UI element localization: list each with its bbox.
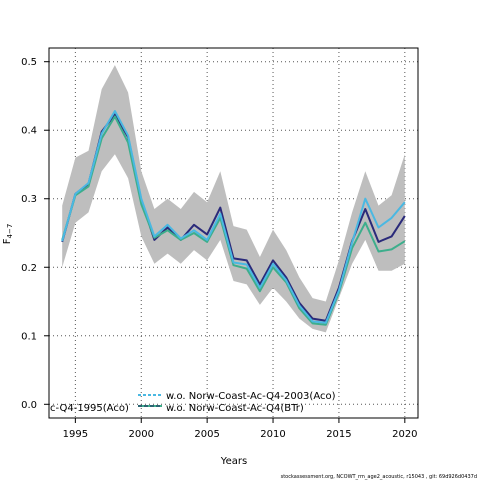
series-line-2 [61, 115, 406, 326]
x-tick-label: 2000 [129, 429, 154, 440]
y-axis-title: F4−7 [2, 224, 14, 245]
series-line-3 [61, 110, 406, 324]
legend: w.o. Norw-Coast-Ac-Q4-2003(Aco) c-Q4-1995… [50, 391, 336, 414]
legend-label-2: c-Q4-1995(Aco) [50, 403, 129, 414]
x-tick-label: 1995 [63, 429, 88, 440]
x-axis: 1995 2000 2005 2010 2015 2020 [63, 418, 418, 440]
y-axis-title-sub: 4−7 [6, 224, 14, 239]
y-tick-label: 0.0 [21, 400, 37, 411]
footer-text: stockassessment.org, NCOWT_rm_age2_acous… [281, 474, 477, 480]
y-tick-label: 0.1 [21, 331, 37, 342]
legend-label-1: w.o. Norw-Coast-Ac-Q4-2003(Aco) [166, 391, 336, 402]
y-tick-label: 0.2 [21, 263, 37, 274]
plot-frame [48, 47, 419, 419]
x-tick-label: 2020 [392, 429, 417, 440]
y-tick-label: 0.5 [21, 57, 37, 68]
x-axis-title: Years [220, 456, 247, 467]
x-tick-label: 2015 [326, 429, 351, 440]
confidence-band [62, 65, 405, 333]
x-tick-label: 2005 [194, 429, 219, 440]
confidence-band-area [62, 65, 405, 333]
series-lines [61, 110, 406, 326]
x-tick-label: 2010 [260, 429, 285, 440]
y-tick-label: 0.4 [21, 126, 37, 137]
legend-label-3: w.o. Norw-Coast-Ac-Q4(BTr) [166, 403, 304, 414]
y-axis: 0.0 0.1 0.2 0.3 0.4 0.5 [21, 57, 49, 411]
y-tick-label: 0.3 [21, 194, 37, 205]
y-axis-title-main: F [2, 238, 13, 244]
